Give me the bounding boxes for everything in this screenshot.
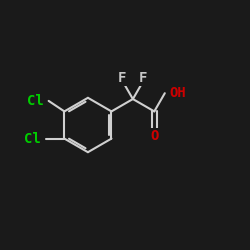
- Text: O: O: [150, 129, 158, 143]
- Text: Cl: Cl: [24, 132, 41, 145]
- Text: OH: OH: [170, 86, 186, 100]
- Text: F: F: [139, 71, 147, 85]
- Text: Cl: Cl: [27, 94, 44, 108]
- Text: F: F: [118, 71, 126, 85]
